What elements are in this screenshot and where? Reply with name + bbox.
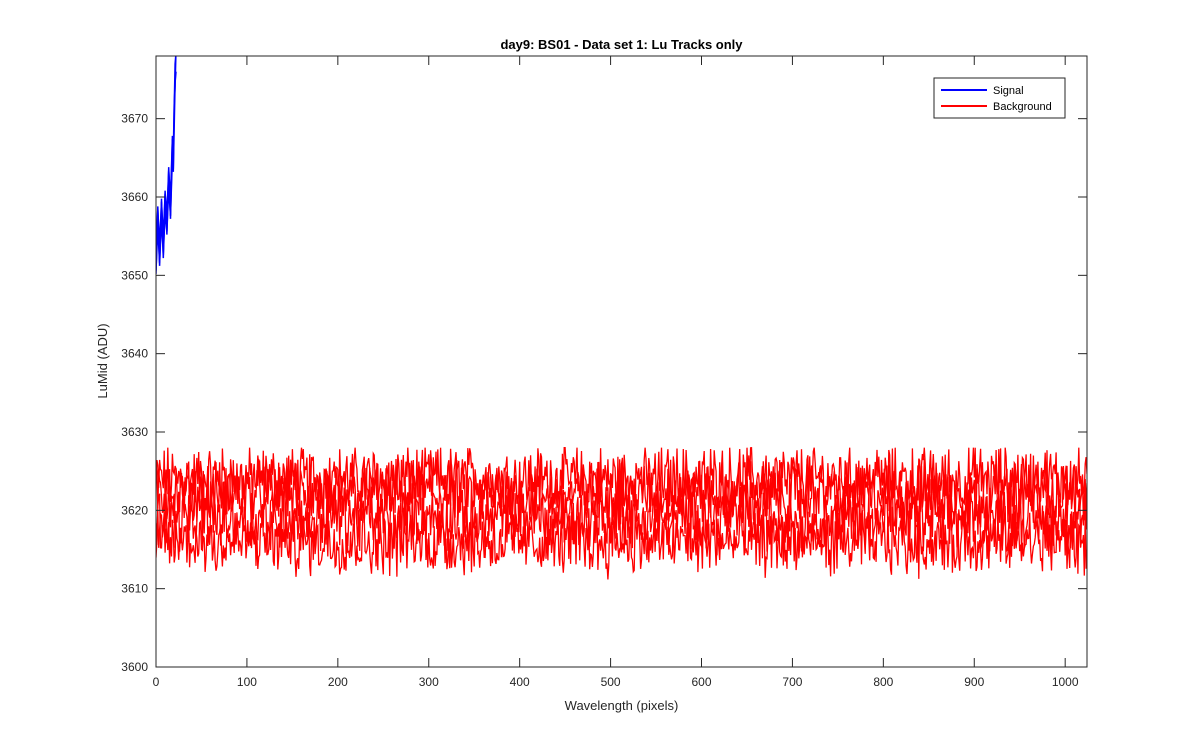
axes-box bbox=[155, 55, 1088, 668]
y-tick-label: 3600 bbox=[121, 660, 148, 674]
x-axis-label: Wavelength (pixels) bbox=[565, 698, 679, 713]
x-tick-label: 800 bbox=[873, 675, 893, 689]
legend: Signal Background bbox=[933, 77, 1066, 119]
chart-title: day9: BS01 - Data set 1: Lu Tracks only bbox=[500, 37, 743, 52]
x-tick-label: 1000 bbox=[1052, 675, 1079, 689]
x-axis: 0 100 200 300 400 500 600 700 800 900 1000 bbox=[153, 56, 1079, 689]
x-tick-label: 500 bbox=[601, 675, 621, 689]
x-tick-label: 600 bbox=[691, 675, 711, 689]
x-tick-label: 200 bbox=[328, 675, 348, 689]
legend-box bbox=[933, 77, 1066, 119]
y-tick-label: 3630 bbox=[121, 425, 148, 439]
data-layer bbox=[156, 56, 1087, 580]
x-tick-label: 400 bbox=[510, 675, 530, 689]
x-tick-label: 900 bbox=[964, 675, 984, 689]
legend-label-background: Background bbox=[993, 101, 1052, 113]
y-tick-label: 3650 bbox=[121, 268, 148, 282]
y-axis: 3600 3610 3620 3630 3640 3650 3660 3670 bbox=[121, 112, 1087, 674]
x-tick-label: 300 bbox=[419, 675, 439, 689]
y-tick-label: 3670 bbox=[121, 112, 148, 126]
background-series-line bbox=[156, 480, 1087, 557]
y-tick-label: 3610 bbox=[121, 582, 148, 596]
background-series-line bbox=[156, 457, 1087, 533]
signal-series-line bbox=[156, 56, 177, 252]
y-axis-label: LuMid (ADU) bbox=[95, 323, 110, 398]
x-tick-label: 700 bbox=[782, 675, 802, 689]
y-tick-label: 3660 bbox=[121, 190, 148, 204]
series-group bbox=[156, 56, 1087, 580]
background-series-line bbox=[156, 502, 1087, 580]
y-tick-label: 3620 bbox=[121, 503, 148, 517]
x-tick-label: 100 bbox=[237, 675, 257, 689]
legend-label-signal: Signal bbox=[993, 85, 1024, 97]
y-tick-label: 3640 bbox=[121, 347, 148, 361]
x-tick-label: 0 bbox=[153, 675, 160, 689]
